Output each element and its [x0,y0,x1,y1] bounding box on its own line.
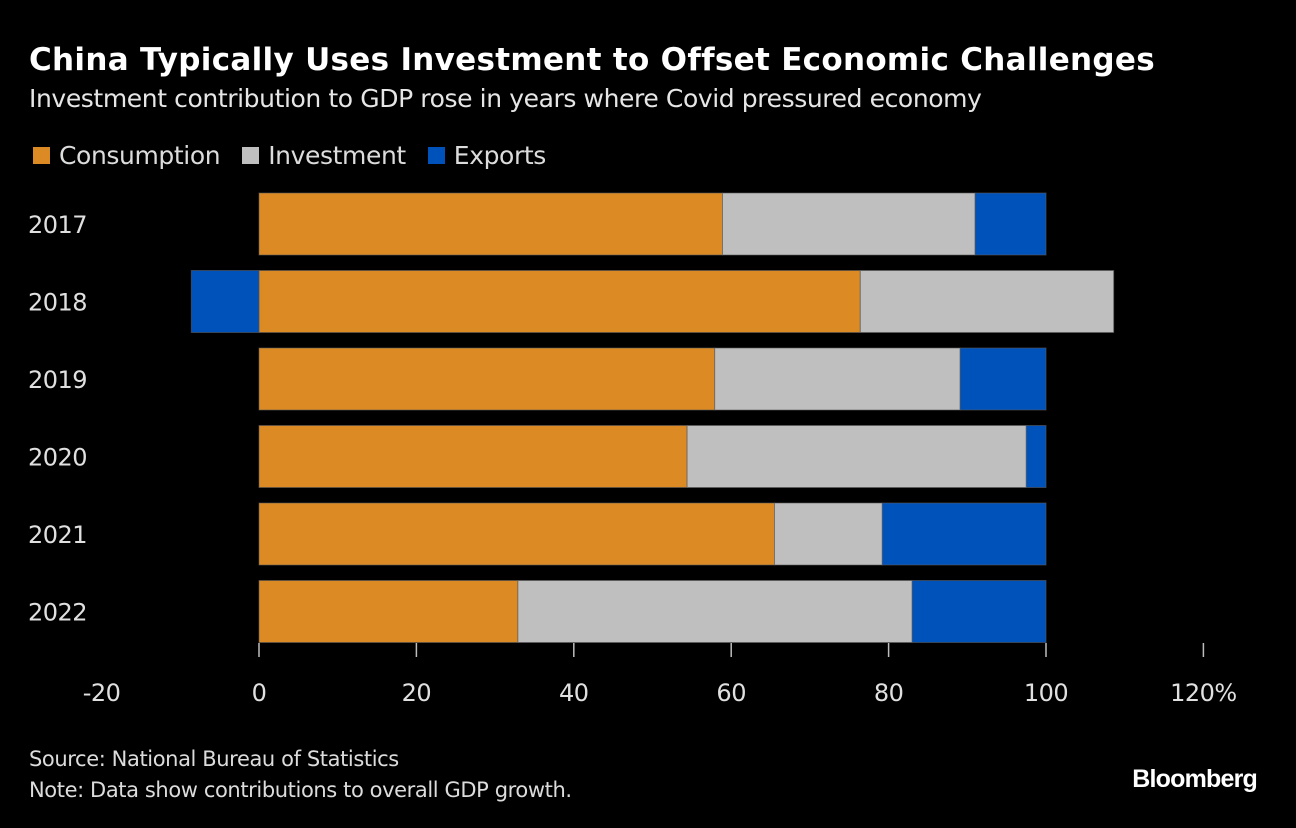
bar-investment-2017 [722,192,976,256]
bar-exports-2021 [881,502,1047,566]
bar-consumption-2019 [258,347,716,411]
legend-swatch-investment [242,147,260,164]
category-label-2021: 2021 [28,521,87,549]
bar-investment-2022 [517,580,913,643]
x-tick-label--20: -20 [83,679,121,707]
bar-exports-2018 [190,270,260,333]
x-tick-label-120: 120% [1170,679,1237,707]
x-tick-label-80: 80 [874,679,904,707]
bar-consumption-2018 [258,270,861,333]
bar-exports-2022 [911,580,1047,643]
footer: Source: National Bureau of Statistics No… [29,744,572,806]
bar-consumption-2022 [258,580,519,643]
data-note: Note: Data show contributions to overall… [29,778,572,802]
source-note: Source: National Bureau of Statistics [29,747,399,771]
bar-consumption-2017 [258,192,723,256]
category-label-2018: 2018 [28,289,87,317]
bar-investment-2021 [774,502,883,566]
x-tick-label-40: 40 [559,679,589,707]
bar-investment-2018 [859,270,1115,333]
bar-investment-2019 [714,347,961,411]
bar-consumption-2021 [258,502,775,566]
legend-item-consumption: Consumption [33,141,221,170]
legend-label-exports: Exports [453,141,546,170]
x-tick-label-0: 0 [252,679,267,707]
x-tick-label-20: 20 [402,679,432,707]
bar-consumption-2020 [258,425,688,488]
legend-label-investment: Investment [268,141,406,170]
category-label-2022: 2022 [28,599,87,627]
legend: Consumption Investment Exports [33,141,568,170]
bar-investment-2020 [686,425,1027,488]
bar-exports-2019 [959,347,1047,411]
x-tick-label-100: 100 [1024,679,1068,707]
bar-exports-2020 [1025,425,1047,488]
bloomberg-logo: Bloomberg [1132,765,1258,793]
legend-swatch-exports [427,147,445,164]
category-label-2019: 2019 [28,366,87,394]
bar-exports-2017 [974,192,1047,256]
legend-swatch-consumption [33,147,50,164]
chart-title: China Typically Uses Investment to Offse… [29,42,1155,78]
legend-item-investment: Investment [242,141,406,170]
category-label-2017: 2017 [28,211,87,239]
legend-label-consumption: Consumption [59,141,221,170]
category-label-2020: 2020 [28,444,87,472]
x-tick-label-60: 60 [716,679,746,707]
legend-item-exports: Exports [427,141,546,170]
chart-subtitle: Investment contribution to GDP rose in y… [29,84,982,113]
